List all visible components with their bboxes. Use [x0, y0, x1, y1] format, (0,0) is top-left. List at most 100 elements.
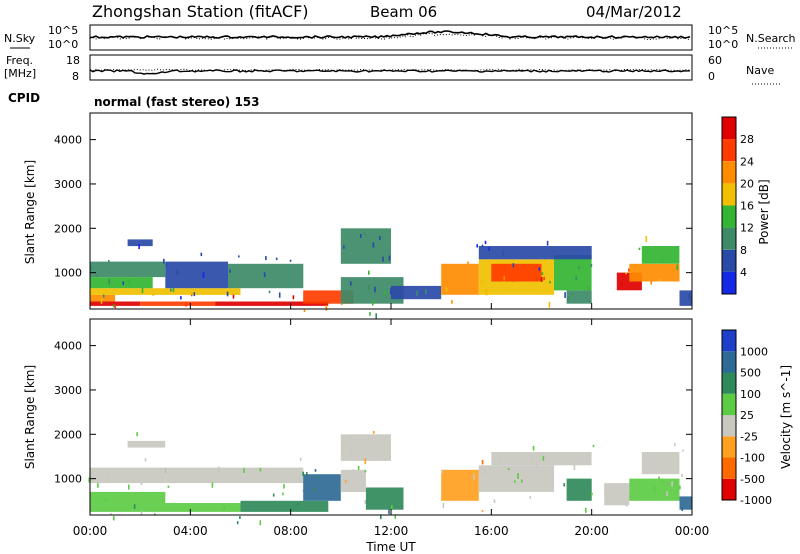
data-cell: [478, 465, 555, 492]
data-speck: [108, 260, 110, 263]
colorbar-segment: [722, 478, 736, 501]
x-tick-label: 04:00: [173, 524, 208, 538]
data-speck: [590, 264, 593, 267]
data-cell: [491, 263, 542, 282]
data-cell: [340, 469, 366, 492]
colorbar-tick-label: 8: [740, 244, 747, 257]
colorbar-tick-label: 16: [740, 200, 754, 213]
data-speck: [239, 516, 241, 519]
data-speck: [229, 473, 232, 476]
data-speck: [535, 462, 538, 469]
data-speck: [394, 514, 397, 519]
data-cell: [679, 290, 692, 306]
colorbar-tick-label: -500: [740, 473, 765, 486]
data-speck: [382, 256, 384, 262]
data-speck: [275, 257, 278, 260]
data-speck: [604, 485, 607, 491]
power-cells: [90, 228, 692, 319]
data-speck: [367, 284, 370, 291]
colorbar-tick-label: -25: [740, 430, 758, 443]
data-speck: [424, 289, 427, 295]
data-speck: [193, 292, 196, 297]
nave-trace: [89, 68, 691, 72]
data-speck: [625, 504, 628, 507]
data-speck: [681, 507, 683, 511]
data-speck: [259, 468, 262, 472]
x-tick-label: 08:00: [273, 524, 308, 538]
data-speck: [163, 258, 165, 264]
data-speck: [185, 301, 187, 307]
data-speck: [352, 469, 355, 472]
colorbar-segment: [722, 372, 736, 394]
data-speck: [546, 240, 549, 246]
data-speck: [625, 272, 627, 275]
data-speck: [650, 279, 652, 285]
beam-label: Beam 06: [370, 3, 437, 21]
data-cell: [165, 261, 228, 289]
data-cell: [140, 301, 216, 306]
data-speck: [575, 276, 577, 280]
data-speck: [628, 268, 630, 272]
y-tick-label: 4000: [54, 134, 82, 147]
date-label: 04/Mar/2012: [586, 3, 682, 21]
data-speck: [679, 485, 681, 490]
data-speck: [128, 484, 130, 490]
data-speck: [520, 479, 523, 483]
data-speck: [128, 279, 131, 285]
velocity-colorbar-label-text: Velocity [m s^-1]: [779, 365, 793, 469]
data-speck: [658, 476, 660, 480]
velocity-colorbar: 1000 500 100 25 -25 -100 -500 -1000: [721, 329, 772, 507]
data-cell: [127, 239, 153, 247]
data-speck: [671, 481, 673, 487]
data-speck: [289, 259, 292, 262]
power-colorbar: 4 8 12 16 20 24 28: [721, 116, 754, 295]
data-speck: [113, 304, 115, 308]
data-speck: [88, 477, 90, 483]
data-speck: [133, 504, 136, 509]
data-cell: [215, 301, 329, 306]
nsky-frame: [89, 24, 693, 51]
data-speck: [592, 444, 595, 448]
data-speck: [243, 468, 245, 473]
data-cell: [641, 246, 680, 264]
nave-tick-high: 60: [708, 54, 722, 67]
colorbar-tick-label: 500: [740, 367, 761, 380]
data-speck: [529, 496, 532, 499]
data-speck: [379, 236, 381, 240]
data-speck: [172, 287, 175, 293]
data-cell: [566, 290, 592, 304]
data-speck: [152, 292, 154, 296]
colorbar-segment: [722, 227, 736, 250]
velocity-colorbar-label: Velocity [m s^-1]: [779, 365, 793, 469]
data-speck: [493, 499, 496, 503]
data-speck: [265, 256, 267, 261]
data-cell: [604, 483, 630, 506]
y-tick-label: 2000: [54, 222, 82, 235]
velocity-y-ticks: 1000 2000 3000 4000: [54, 340, 692, 486]
data-speck: [315, 475, 318, 479]
colorbar-tick-label: 12: [740, 222, 754, 235]
data-speck: [122, 281, 125, 286]
station-title: Zhongshan Station (fitACF): [92, 2, 309, 21]
data-speck: [533, 472, 536, 476]
data-speck: [110, 513, 113, 516]
data-speck: [589, 300, 592, 303]
data-speck: [229, 269, 231, 273]
data-speck: [369, 312, 371, 316]
colorbar-frame: [721, 329, 737, 501]
data-cell: [629, 263, 680, 282]
data-cell: [90, 301, 141, 306]
colorbar-segment: [722, 415, 736, 437]
colorbar-segment: [722, 393, 736, 416]
data-speck: [416, 290, 418, 296]
data-speck: [488, 247, 490, 251]
data-speck: [564, 292, 566, 298]
data-cell: [228, 263, 304, 289]
nsky-tick-high: 10^5: [48, 24, 78, 37]
nsky-trace: [89, 30, 691, 39]
x-tick-label: 12:00: [374, 524, 409, 538]
data-speck: [473, 474, 475, 480]
data-speck: [388, 509, 390, 515]
freq-strip: Freq. [MHz] 18 8 60 0 Nave: [4, 54, 780, 85]
cpid-label: CPID: [8, 91, 40, 105]
